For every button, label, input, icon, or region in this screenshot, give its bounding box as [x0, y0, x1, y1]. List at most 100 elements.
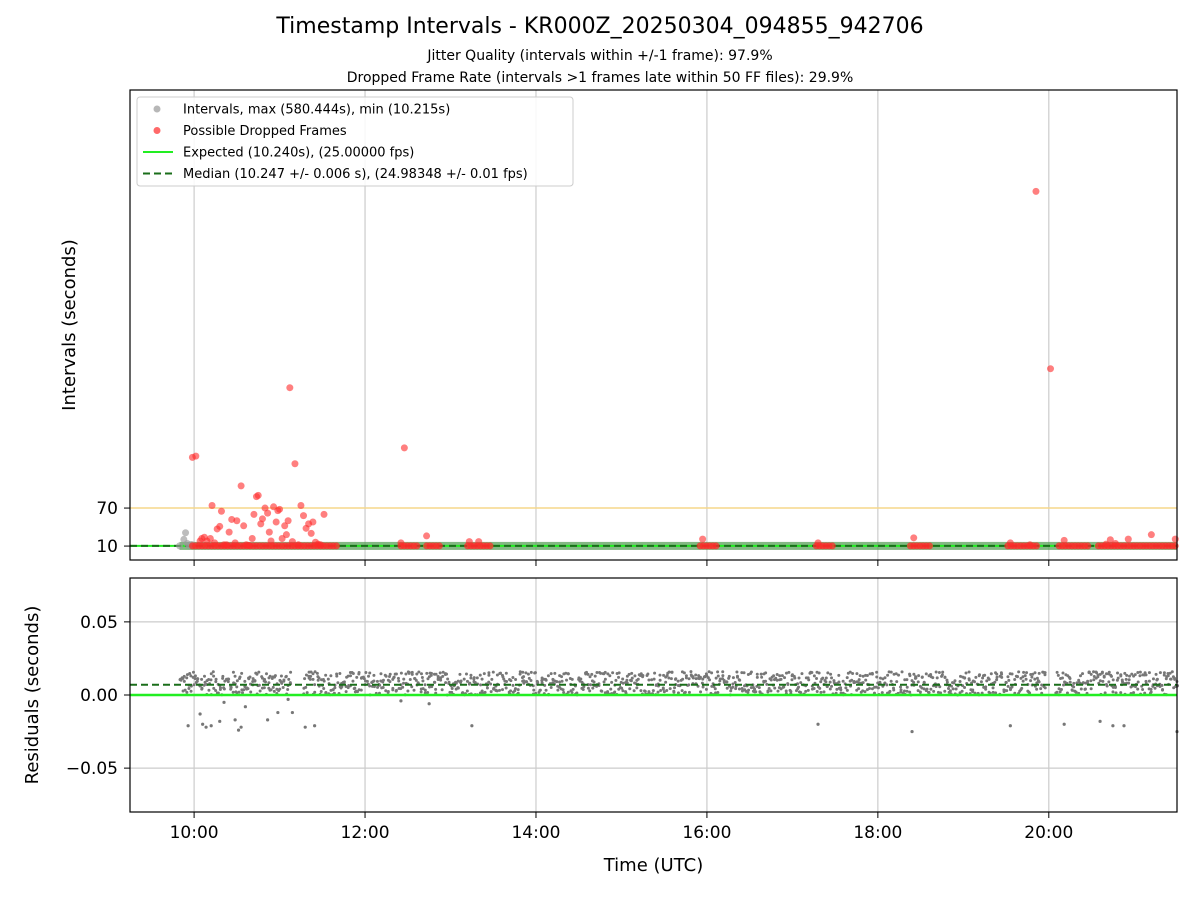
- residual-point: [844, 686, 848, 690]
- residual-point: [868, 672, 872, 676]
- residual-point: [518, 670, 522, 674]
- legend-entry-label: Possible Dropped Frames: [183, 124, 347, 139]
- residual-point: [402, 677, 406, 681]
- residual-point: [706, 676, 710, 680]
- interval-point: [182, 529, 190, 537]
- x-tick-label: 12:00: [341, 823, 390, 843]
- residual-point: [804, 689, 808, 693]
- dropped-frame-point: [1032, 187, 1040, 195]
- residual-point: [511, 683, 515, 687]
- residual-point: [945, 678, 949, 682]
- residual-point: [352, 687, 356, 691]
- residual-point: [417, 670, 421, 674]
- residual-point: [420, 675, 424, 679]
- residual-point: [824, 676, 828, 680]
- residual-point: [599, 671, 603, 675]
- residual-point: [899, 685, 903, 689]
- residual-point: [676, 679, 680, 683]
- residual-point: [1125, 673, 1129, 677]
- residual-point: [1160, 683, 1164, 687]
- residual-point: [1119, 674, 1123, 678]
- residual-point: [425, 671, 429, 675]
- residual-point: [764, 671, 768, 675]
- residual-point: [1170, 670, 1174, 674]
- residual-point: [858, 674, 862, 678]
- residual-point: [368, 671, 372, 675]
- residual-point: [810, 671, 814, 675]
- residual-point: [735, 670, 739, 674]
- residual-point: [1149, 687, 1153, 691]
- residual-point: [1043, 673, 1047, 677]
- residual-point: [682, 671, 686, 675]
- residual-point: [239, 725, 243, 729]
- residual-point: [313, 683, 317, 687]
- residual-point: [1160, 688, 1164, 692]
- residual-point: [740, 686, 744, 690]
- residual-point: [676, 691, 680, 695]
- residual-point: [336, 681, 340, 685]
- residual-point: [633, 674, 637, 678]
- residual-point: [434, 672, 438, 676]
- residual-point: [504, 671, 508, 675]
- residual-point: [243, 679, 247, 683]
- residual-point: [963, 686, 967, 690]
- residual-point: [875, 675, 879, 679]
- residual-point: [522, 679, 526, 683]
- residual-point: [1141, 688, 1145, 692]
- residual-point: [227, 677, 231, 681]
- residual-point: [1086, 679, 1090, 683]
- residual-point: [656, 690, 660, 694]
- residual-point: [641, 675, 645, 679]
- residual-point: [1120, 680, 1124, 684]
- dropped-frame-point: [814, 539, 822, 547]
- residual-point: [469, 676, 473, 680]
- dropped-frame-point: [1006, 539, 1014, 547]
- residual-point: [586, 686, 590, 690]
- residual-point: [282, 679, 286, 683]
- residual-point: [313, 670, 317, 674]
- residual-point: [1000, 675, 1004, 679]
- residual-point: [581, 688, 585, 692]
- residual-point: [815, 689, 819, 693]
- residual-point: [1081, 672, 1085, 676]
- residual-point: [222, 700, 226, 704]
- y-tick-label: 0.00: [80, 686, 118, 706]
- residual-point: [401, 685, 405, 689]
- residual-point: [665, 689, 669, 693]
- residual-point: [932, 689, 936, 693]
- residual-point: [943, 675, 947, 679]
- residual-point: [815, 676, 819, 680]
- dropped-frame-point: [1026, 541, 1034, 549]
- residual-point: [281, 686, 285, 690]
- residual-point: [335, 672, 339, 676]
- dropped-frame-point: [225, 528, 233, 536]
- dropped-frame-point: [281, 522, 289, 530]
- residual-point: [760, 675, 764, 679]
- dropped-frame-point: [240, 522, 248, 530]
- residual-point: [948, 689, 952, 693]
- residual-point: [591, 686, 595, 690]
- residual-point: [857, 678, 861, 682]
- residual-point: [845, 688, 849, 692]
- residual-point: [1055, 670, 1059, 674]
- dropped-frame-point: [300, 512, 308, 520]
- residual-point: [699, 690, 703, 694]
- residual-point: [1114, 691, 1118, 695]
- residual-point: [392, 675, 396, 679]
- dropped-frame-point: [413, 542, 421, 550]
- residual-point: [340, 685, 344, 689]
- residual-point: [509, 689, 513, 693]
- dropped-frame-point: [926, 542, 934, 550]
- residual-point: [621, 681, 625, 685]
- residual-point: [781, 685, 785, 689]
- residual-point: [490, 677, 494, 681]
- residual-point: [209, 678, 213, 682]
- interval-point: [176, 542, 184, 550]
- residual-point: [628, 687, 632, 691]
- residual-point: [708, 678, 712, 682]
- residual-point: [372, 685, 376, 689]
- residual-point: [1116, 671, 1120, 675]
- residual-point: [905, 685, 909, 689]
- residual-point: [1002, 688, 1006, 692]
- residual-point: [667, 676, 671, 680]
